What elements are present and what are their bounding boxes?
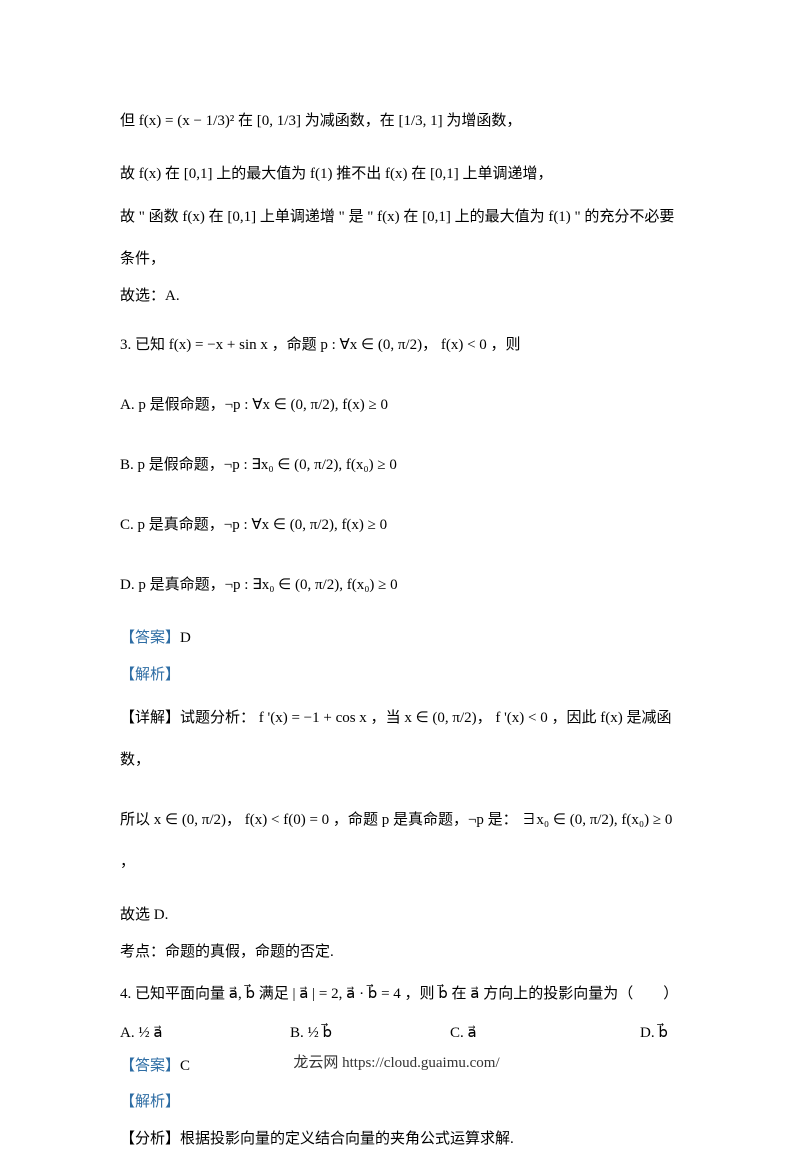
- q4-fenxi: 【分析】根据投影向量的定义结合向量的夹角公式运算求解.: [120, 1125, 683, 1153]
- q4-stem: 4. 已知平面向量 a⃗, b⃗ 满足 | a⃗ | = 2, a⃗ · b⃗ …: [120, 980, 683, 1009]
- analysis-label: 【解析】: [120, 1094, 180, 1110]
- q3-detail3: 故选 D.: [120, 901, 683, 930]
- answer-value: D: [180, 630, 191, 646]
- q4-choice-a: A. ½ a⃗: [120, 1023, 290, 1042]
- q4-analysis-label: 【解析】: [120, 1088, 683, 1117]
- text-line: 故 f(x) 在 [0,1] 上的最大值为 f(1) 推不出 f(x) 在 [0…: [120, 160, 683, 189]
- text-line: 条件，: [120, 245, 683, 274]
- page-content: 但 f(x) = (x − 1/3)² 在 [0, 1/3] 为减函数，在 [1…: [0, 0, 793, 1122]
- q3-detail2: 所以 x ∈ (0, π/2)， f(x) < f(0) = 0 ，命题 p 是…: [120, 799, 683, 883]
- q3-choice-d: D. p 是真命题，¬p : ∃x₀ ∈ (0, π/2), f(x₀) ≥ 0: [120, 564, 683, 606]
- page-footer: 龙云网 https://cloud.guaimu.com/: [0, 1051, 793, 1072]
- answer-label: 【答案】: [120, 630, 180, 646]
- text-line: 故选：A.: [120, 282, 683, 311]
- q3-choice-a: A. p 是假命题，¬p : ∀x ∈ (0, π/2), f(x) ≥ 0: [120, 384, 683, 426]
- q4-choice-d: D. b⃗: [640, 1023, 683, 1042]
- q3-choice-c: C. p 是真命题，¬p : ∀x ∈ (0, π/2), f(x) ≥ 0: [120, 504, 683, 546]
- q3-point: 考点：命题的真假，命题的否定.: [120, 938, 683, 967]
- q3-choice-b: B. p 是假命题，¬p : ∃x₀ ∈ (0, π/2), f(x₀) ≥ 0: [120, 444, 683, 486]
- q4-choice-b: B. ½ b⃗: [290, 1023, 450, 1042]
- q4-choices: A. ½ a⃗ B. ½ b⃗ C. a⃗ D. b⃗: [120, 1023, 683, 1042]
- q3-analysis-label: 【解析】: [120, 661, 683, 690]
- analysis-label: 【解析】: [120, 667, 180, 683]
- q3-stem: 3. 已知 f(x) = −x + sin x ，命题 p : ∀x ∈ (0,…: [120, 324, 683, 366]
- q3-detail: 【详解】试题分析： f '(x) = −1 + cos x ，当 x ∈ (0,…: [120, 697, 683, 781]
- q3-answer: 【答案】D: [120, 624, 683, 653]
- text-line: 但 f(x) = (x − 1/3)² 在 [0, 1/3] 为减函数，在 [1…: [120, 100, 683, 142]
- q4-choice-c: C. a⃗: [450, 1023, 640, 1042]
- text-line: 故 " 函数 f(x) 在 [0,1] 上单调递增 " 是 " f(x) 在 […: [120, 203, 683, 232]
